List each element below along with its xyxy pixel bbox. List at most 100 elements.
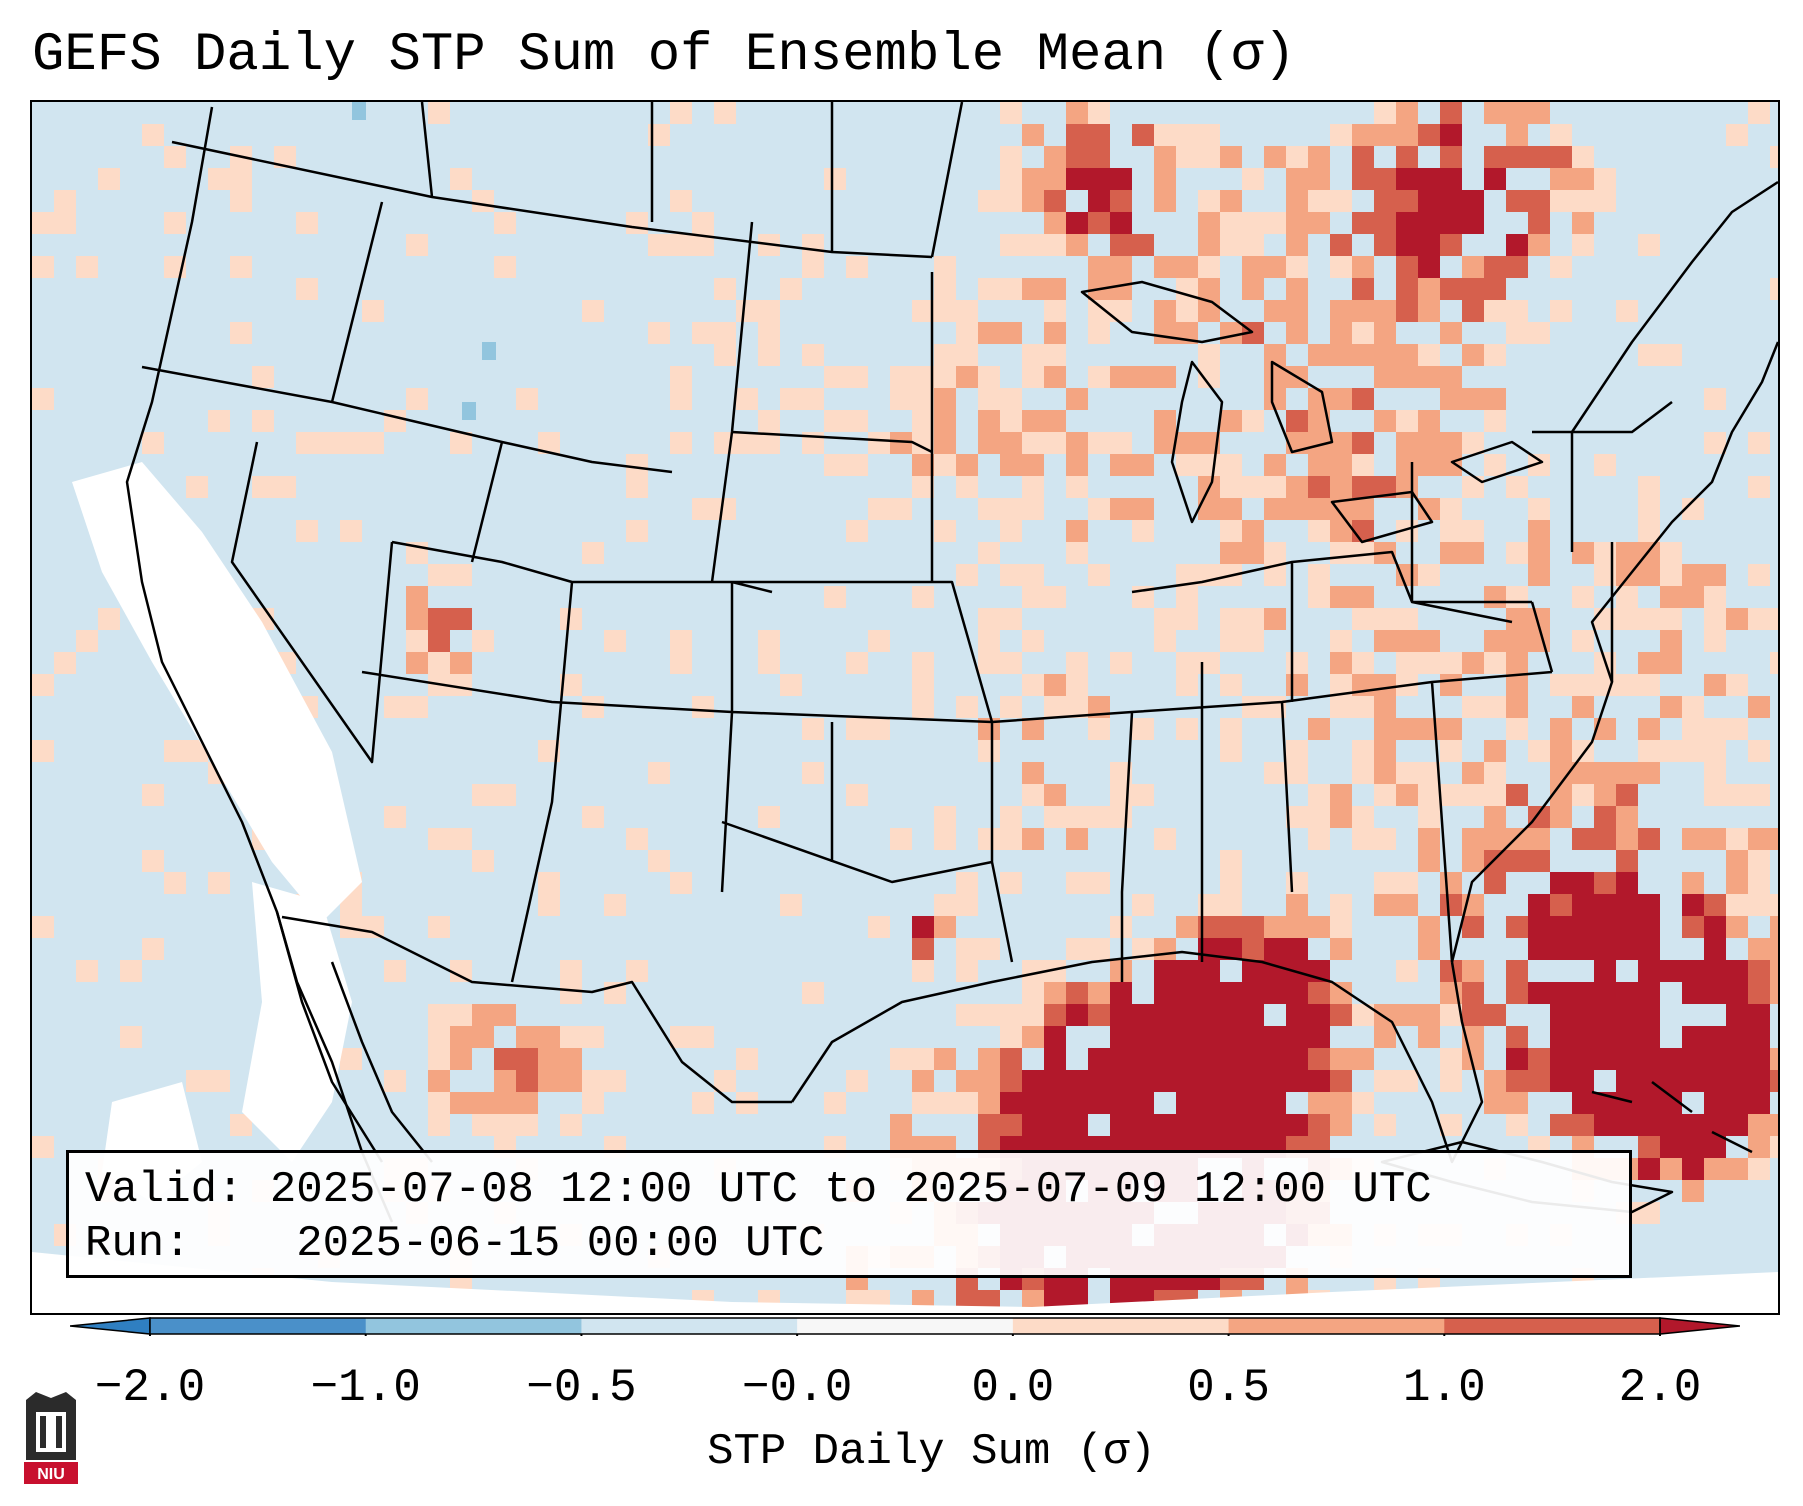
stp-cell <box>736 300 758 322</box>
map-edge-fade <box>32 1252 1778 1313</box>
stp-cell <box>1572 630 1594 652</box>
stp-cell <box>912 696 934 718</box>
stp-cell <box>1704 740 1726 762</box>
stp-cell <box>1638 1158 1660 1180</box>
stp-cell <box>1748 696 1770 718</box>
stp-cell <box>1660 630 1682 652</box>
stp-cell <box>1264 256 1286 278</box>
stp-cell <box>1484 806 1506 828</box>
stp-cell <box>1132 1092 1154 1114</box>
stp-cell <box>978 190 1000 212</box>
stp-cell <box>1132 454 1154 476</box>
stp-cell <box>1374 718 1396 740</box>
stp-cell <box>934 520 956 542</box>
stp-cell <box>978 498 1000 520</box>
stp-cell <box>1088 322 1110 344</box>
stp-cell <box>1374 212 1396 234</box>
stp-cell <box>1506 542 1528 564</box>
stp-cell <box>1528 102 1550 124</box>
stp-cell <box>1528 1070 1550 1092</box>
stp-cell <box>1286 256 1308 278</box>
stp-cell <box>1110 982 1132 1004</box>
stp-cell <box>1748 1026 1770 1048</box>
stp-cell <box>1044 410 1066 432</box>
stp-cell <box>978 938 1000 960</box>
stp-cell <box>1242 608 1264 630</box>
stp-cell <box>340 916 362 938</box>
stp-cell <box>1242 1004 1264 1026</box>
stp-cell <box>1594 718 1616 740</box>
stp-cell <box>1506 916 1528 938</box>
stp-cell <box>1440 498 1462 520</box>
stp-cell <box>956 696 978 718</box>
stp-cell <box>428 1114 450 1136</box>
stp-cell <box>1682 740 1704 762</box>
colorbar-tick-label: 1.0 <box>1402 1362 1486 1414</box>
stp-cell <box>1374 102 1396 124</box>
stp-cell <box>1506 696 1528 718</box>
stp-cell <box>1572 674 1594 696</box>
stp-cell <box>1330 916 1352 938</box>
stp-cell <box>450 1004 472 1026</box>
stp-cell <box>1198 278 1220 300</box>
stp-cell <box>1066 542 1088 564</box>
stp-cell <box>1594 982 1616 1004</box>
stp-cell <box>1506 476 1528 498</box>
stp-cell <box>846 652 868 674</box>
stp-cell <box>1176 1048 1198 1070</box>
stp-cell <box>1110 762 1132 784</box>
stp-cell <box>142 850 164 872</box>
stp-cell <box>1440 366 1462 388</box>
stp-cell <box>934 388 956 410</box>
stp-cell <box>1550 740 1572 762</box>
stp-cell <box>868 432 890 454</box>
stp-cell <box>1396 608 1418 630</box>
stp-cell <box>1594 168 1616 190</box>
stp-cell <box>1396 102 1418 124</box>
stp-cell <box>1308 1092 1330 1114</box>
colorbar-extend-max <box>1659 1317 1740 1335</box>
stp-cell <box>1022 564 1044 586</box>
stp-cell <box>1110 1004 1132 1026</box>
stp-cell <box>1484 168 1506 190</box>
stp-cell <box>1198 1004 1220 1026</box>
stp-cell <box>912 432 934 454</box>
stp-cell <box>1418 762 1440 784</box>
stp-cell <box>1506 828 1528 850</box>
stp-cell <box>1308 1048 1330 1070</box>
stp-cell <box>1198 1048 1220 1070</box>
valid-label: Valid: <box>85 1165 244 1215</box>
stp-cell <box>912 916 934 938</box>
lake-huron <box>1270 360 1334 454</box>
stp-cell <box>1484 1004 1506 1026</box>
stp-cell <box>1682 1048 1704 1070</box>
stp-cell <box>1440 960 1462 982</box>
stp-cell <box>1286 410 1308 432</box>
stp-cell <box>32 256 54 278</box>
stp-cell <box>890 366 912 388</box>
stp-cell <box>1638 828 1660 850</box>
near-zero-baja-pacific <box>242 882 352 1162</box>
stp-cell <box>890 1114 912 1136</box>
stp-cell <box>1462 212 1484 234</box>
stp-cell <box>648 124 670 146</box>
stp-cell <box>1594 1114 1616 1136</box>
stp-cell <box>1660 586 1682 608</box>
stp-cell <box>912 366 934 388</box>
stp-cell <box>1044 168 1066 190</box>
stp-cell <box>1242 410 1264 432</box>
stp-cell <box>1198 454 1220 476</box>
stp-cell <box>1022 828 1044 850</box>
stp-cell <box>1022 630 1044 652</box>
stp-cell <box>1352 256 1374 278</box>
stp-cell <box>912 938 934 960</box>
stp-cell <box>1110 1048 1132 1070</box>
stp-cell <box>1044 366 1066 388</box>
stp-cell <box>1022 1070 1044 1092</box>
stp-cell <box>1154 256 1176 278</box>
stp-cell <box>1594 894 1616 916</box>
stp-cell <box>1748 960 1770 982</box>
stp-cell <box>802 256 824 278</box>
stp-cell <box>1506 586 1528 608</box>
stp-cell <box>978 278 1000 300</box>
